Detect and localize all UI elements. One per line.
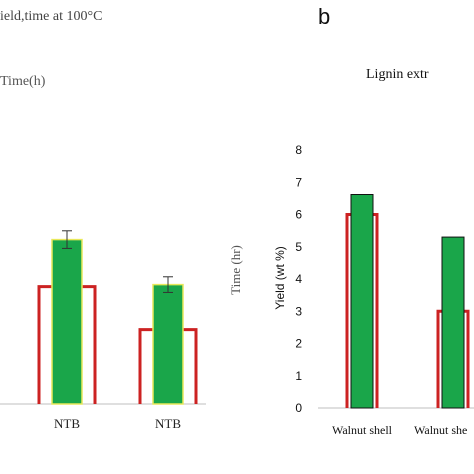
panel-b-y-tick-label: 2 [295,337,302,351]
panel-b-y-tick-label: 3 [295,304,302,318]
panel-b-chart: 0 1 2 3 4 5 6 7 8 Walnut shell Walnut she [295,143,474,437]
panel-b-title: Lignin extr [366,67,429,82]
panel-a-chart: NTB NTB [0,230,206,431]
panel-b-x-tick-label: Walnut shell [332,423,393,437]
panel-a-y-axis-label: Time(h) [0,74,46,89]
panel-a-yield-bar [51,238,83,405]
panel-b-y-tick-label: 4 [295,272,302,286]
panel-a-x-tick-label: NTB [155,416,181,431]
panel-b-x-tick-label: Walnut she [414,423,467,437]
panel-b-y-tick-label: 6 [295,208,302,222]
panel-b-y-axis-label: Yield (wt %) [273,246,287,310]
panel-b-right-axis-label: Time (hr) [228,245,243,295]
panel-b-label: b [318,4,330,29]
panel-a-x-tick-label: NTB [54,416,80,431]
panel-b-y-tick-label: 0 [295,401,302,415]
panel-b-yield-bar [441,236,465,409]
panel-b-y-tick-label: 8 [295,143,302,157]
panel-a-yield-bar [152,283,184,405]
panel-b-y-tick-label: 1 [295,369,302,383]
panel-b-y-tick-label: 7 [295,175,302,189]
panel-b-yield-bar [350,194,374,409]
panel-b-y-tick-label: 5 [295,240,302,254]
panel-a-title: ield,time at 100°C [0,9,102,24]
